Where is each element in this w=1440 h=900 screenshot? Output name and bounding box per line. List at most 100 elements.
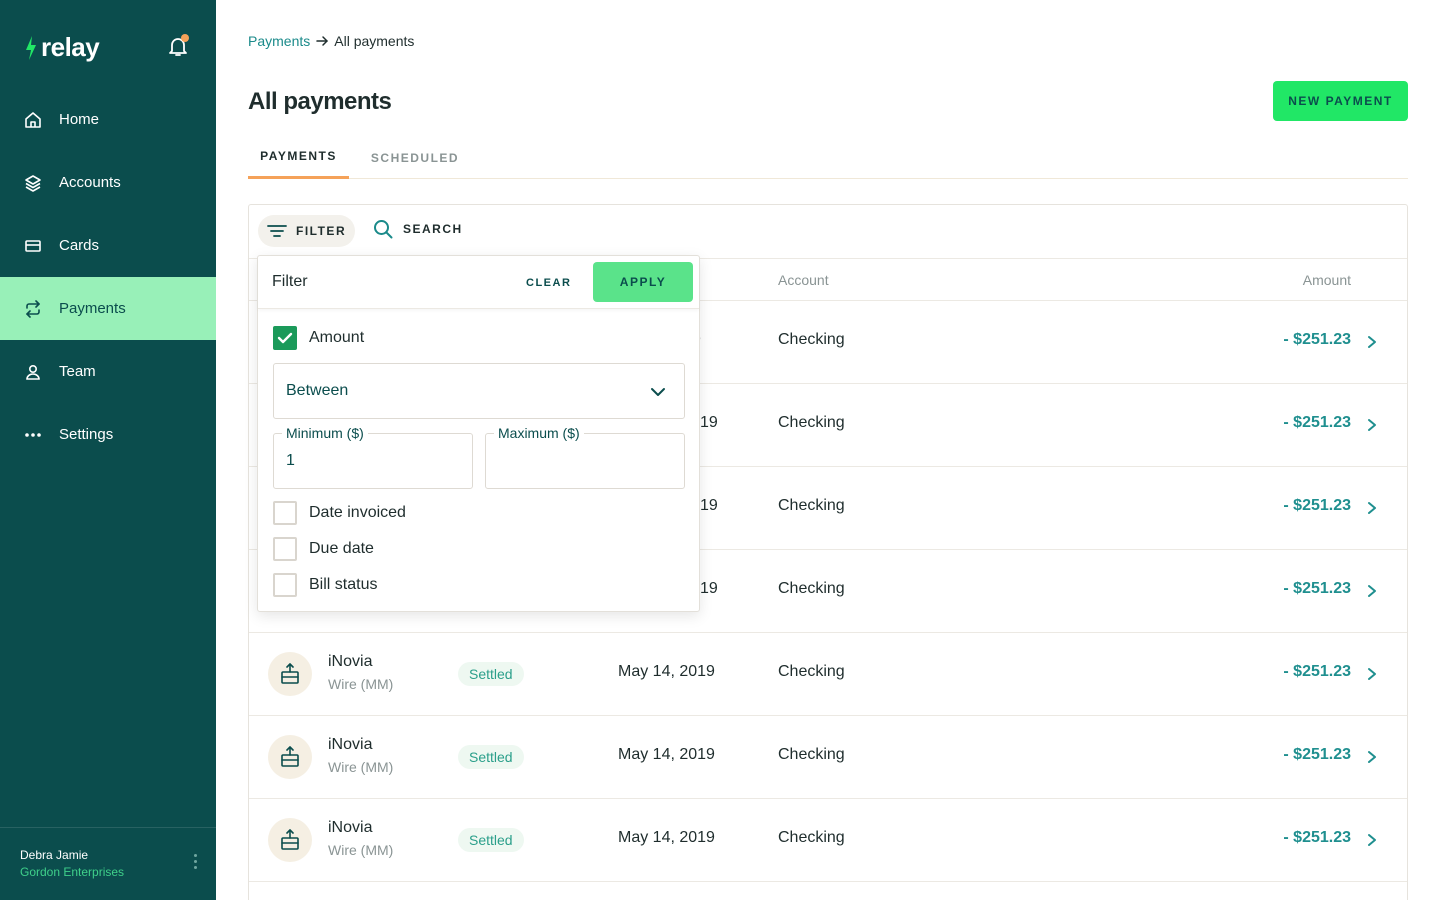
table-row[interactable]: 19 Checking - $251.23	[249, 467, 1407, 550]
status-badge: Settled	[458, 828, 524, 852]
row-name: iNovia	[328, 653, 373, 670]
wire-transfer-icon	[268, 818, 312, 862]
more-horizontal-icon	[24, 426, 42, 444]
row-account: Checking	[778, 829, 845, 846]
row-date: May 14, 2019	[618, 829, 715, 846]
row-type: Wire (MM)	[328, 759, 394, 775]
search-button[interactable]: SEARCH	[373, 219, 463, 239]
amount-checkbox[interactable]	[273, 326, 297, 350]
kebab-menu-icon[interactable]	[192, 854, 198, 874]
table-row[interactable]: iNovia Wire (MM) Settled May 14, 2019 Ch…	[249, 633, 1407, 716]
tab-payments[interactable]: PAYMENTS	[248, 136, 349, 179]
minimum-amount-input[interactable]	[286, 452, 456, 470]
amount-operator-select[interactable]: Between	[273, 363, 685, 419]
row-account: Checking	[778, 497, 845, 514]
tab-scheduled[interactable]: SCHEDULED	[370, 150, 460, 165]
filter-button[interactable]: FILTER	[258, 215, 355, 247]
table-row[interactable]: iNovia Wire (MM) Settled May 14, 2019 Ch…	[249, 799, 1407, 882]
sidebar-item-home[interactable]: Home	[0, 88, 216, 151]
notifications-button[interactable]	[166, 34, 190, 58]
date-invoiced-filter-toggle[interactable]: Date invoiced	[273, 501, 406, 525]
page-title: All payments	[248, 88, 392, 115]
row-amount: - $251.23	[1283, 746, 1351, 763]
user-name: Debra Jamie	[20, 848, 89, 862]
row-type: Wire (MM)	[328, 676, 394, 692]
chevron-right-icon	[1368, 585, 1376, 597]
tabs: PAYMENTS SCHEDULED	[248, 136, 1408, 179]
payments-table-card: FILTER SEARCH Account Amount 9 Checking …	[248, 204, 1408, 900]
row-account: Checking	[778, 746, 845, 763]
layers-icon	[24, 174, 42, 192]
bolt-icon	[26, 35, 36, 60]
maximum-amount-field: Maximum ($)	[485, 425, 685, 489]
filter-icon	[267, 225, 287, 237]
sidebar-item-team[interactable]: Team	[0, 340, 216, 403]
chevron-right-icon	[1368, 336, 1376, 348]
brand-logo[interactable]: relay	[24, 32, 100, 63]
user-icon	[24, 363, 42, 381]
due-date-filter-toggle[interactable]: Due date	[273, 537, 374, 561]
row-amount: - $251.23	[1283, 497, 1351, 514]
minimum-amount-label: Minimum ($)	[282, 425, 368, 441]
user-profile[interactable]: Debra Jamie Gordon Enterprises	[0, 827, 216, 900]
sidebar-item-payments[interactable]: Payments	[0, 277, 216, 340]
row-date: 19	[700, 497, 718, 514]
bell-icon	[169, 38, 187, 56]
sidebar-item-settings[interactable]: Settings	[0, 403, 216, 466]
row-date: May 14, 2019	[618, 746, 715, 763]
notification-dot	[181, 34, 189, 42]
card-icon	[24, 237, 42, 255]
sidebar-item-accounts[interactable]: Accounts	[0, 151, 216, 214]
bill-status-checkbox[interactable]	[273, 573, 297, 597]
breadcrumb-payments-link[interactable]: Payments	[248, 33, 311, 49]
bill-status-label: Bill status	[309, 576, 378, 593]
filter-popover-title: Filter	[272, 273, 308, 290]
filter-popover: Filter CLEAR APPLY Amount Between Minimu…	[257, 255, 700, 612]
chevron-right-icon	[1368, 751, 1376, 763]
row-date: 19	[700, 580, 718, 597]
due-date-checkbox[interactable]	[273, 537, 297, 561]
row-amount: - $251.23	[1283, 331, 1351, 348]
chevron-right-icon	[1368, 834, 1376, 846]
amount-filter-toggle[interactable]: Amount	[273, 326, 364, 350]
date-invoiced-checkbox[interactable]	[273, 501, 297, 525]
brand-name: relay	[41, 32, 100, 62]
search-icon	[374, 220, 393, 239]
table-row[interactable]: 19 Checking - $251.23	[249, 384, 1407, 467]
sidebar-item-label: Team	[59, 363, 96, 380]
maximum-amount-input[interactable]	[498, 452, 668, 470]
row-amount: - $251.23	[1283, 663, 1351, 680]
row-name: iNovia	[328, 736, 373, 753]
amount-operator-value: Between	[286, 382, 349, 399]
chevron-right-icon	[1368, 419, 1376, 431]
table-header: Account Amount	[249, 260, 1407, 301]
table-row[interactable]: iNovia Wire (MM) Settled May 14, 2019 Ch…	[249, 716, 1407, 799]
user-org: Gordon Enterprises	[20, 865, 125, 879]
clear-button[interactable]: CLEAR	[526, 277, 572, 289]
filter-label: FILTER	[296, 224, 347, 238]
row-account: Checking	[778, 331, 845, 348]
minimum-amount-field: Minimum ($)	[273, 425, 473, 489]
search-label: SEARCH	[403, 222, 463, 236]
column-header-account[interactable]: Account	[778, 272, 829, 288]
status-badge: Settled	[458, 662, 524, 686]
bill-status-filter-toggle[interactable]: Bill status	[273, 573, 377, 597]
row-name: iNovia	[328, 819, 373, 836]
apply-button[interactable]: APPLY	[593, 262, 693, 302]
check-icon	[277, 332, 293, 344]
status-badge: Settled	[458, 745, 524, 769]
amount-label: Amount	[309, 329, 365, 346]
sidebar-item-label: Cards	[59, 237, 100, 254]
breadcrumb-current: All payments	[334, 33, 415, 49]
sidebar-item-cards[interactable]: Cards	[0, 214, 216, 277]
date-invoiced-label: Date invoiced	[309, 504, 406, 521]
row-amount: - $251.23	[1283, 414, 1351, 431]
new-payment-button[interactable]: NEW PAYMENT	[1273, 81, 1408, 121]
sidebar: relay Home Accounts	[0, 0, 216, 900]
row-account: Checking	[778, 414, 845, 431]
table-row[interactable]: 9 Checking - $251.23	[249, 301, 1407, 384]
row-account: Checking	[778, 580, 845, 597]
column-header-amount[interactable]: Amount	[1302, 272, 1351, 288]
row-amount: - $251.23	[1283, 829, 1351, 846]
table-row[interactable]: 19 Checking - $251.23	[249, 550, 1407, 633]
